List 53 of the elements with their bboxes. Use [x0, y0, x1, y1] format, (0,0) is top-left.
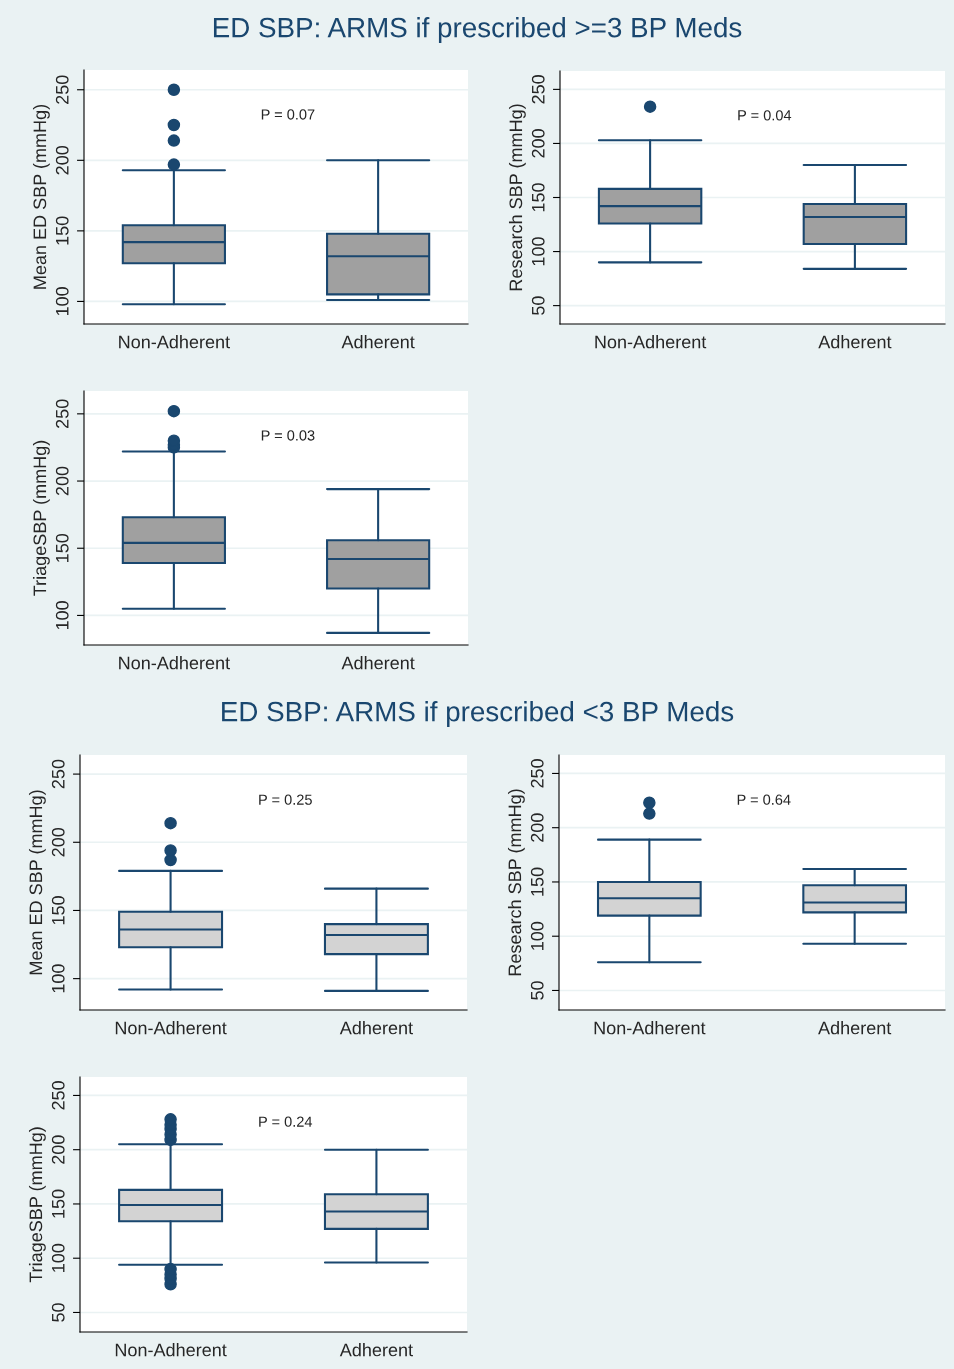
y-tick-label: 200 [530, 813, 544, 842]
y-tick-label: 250 [530, 759, 544, 788]
y-tick-label: 150 [51, 1189, 65, 1218]
x-tick-label: Non-Adherent [119, 656, 230, 670]
y-axis-title: TriageSBP (mmHg) [32, 440, 50, 596]
annotation: P = 0.64 [737, 794, 791, 805]
y-tick-label: 150 [55, 533, 69, 562]
y-tick-label: 200 [55, 145, 69, 175]
x-tick-label: Adherent [818, 1021, 892, 1035]
y-tick-label: 150 [530, 867, 544, 896]
x-tick-label: Non-Adherent [115, 1021, 227, 1035]
x-tick-label: Adherent [818, 335, 892, 349]
x-tick-label: Non-Adherent [595, 335, 707, 349]
y-tick-label: 100 [531, 237, 545, 266]
y-tick-label: 200 [531, 129, 545, 158]
y-tick-label: 100 [51, 1243, 65, 1272]
x-tick-label: Non-Adherent [115, 1343, 227, 1357]
y-tick-label: 250 [531, 75, 545, 104]
x-tick-label: Adherent [341, 335, 415, 349]
x-tick-label: Adherent [341, 656, 415, 670]
annotation: P = 0.03 [261, 430, 315, 441]
y-tick-label: 100 [55, 287, 69, 316]
y-axis-title: Research SBP (mmHg) [508, 104, 526, 291]
annotation: P = 0.25 [259, 794, 312, 805]
x-tick-label: Adherent [339, 1343, 413, 1357]
y-tick-label: 200 [51, 827, 65, 857]
y-tick-label: 250 [51, 759, 65, 789]
y-tick-label: 150 [51, 896, 65, 925]
y-tick-label: 150 [55, 216, 69, 245]
x-tick-label: Non-Adherent [594, 1021, 706, 1035]
annotation: P = 0.04 [738, 110, 792, 121]
y-tick-label: 250 [51, 1081, 65, 1110]
y-tick-label: 100 [51, 964, 65, 993]
y-tick-label: 200 [51, 1135, 65, 1164]
chart-title: ED SBP: ARMS if prescribed >=3 BP Meds [213, 17, 742, 43]
y-tick-label: 50 [51, 1303, 65, 1322]
y-tick-label: 150 [531, 183, 545, 212]
y-tick-label: 100 [530, 921, 544, 950]
x-tick-label: Non-Adherent [119, 335, 230, 349]
y-tick-label: 200 [55, 466, 69, 496]
chart-title: ED SBP: ARMS if prescribed <3 BP Meds [222, 701, 734, 727]
y-tick-label: 50 [531, 296, 545, 315]
y-tick-label: 50 [530, 981, 544, 1000]
annotation: P = 0.07 [261, 109, 315, 120]
y-tick-label: 250 [55, 75, 69, 104]
y-tick-label: 250 [55, 399, 69, 428]
y-axis-title: Mean ED SBP (mmHg) [28, 790, 46, 975]
x-tick-label: Adherent [339, 1021, 413, 1035]
y-tick-label: 100 [55, 601, 69, 630]
y-axis-title: TriageSBP (mmHg) [28, 1127, 46, 1283]
annotation: P = 0.24 [259, 1116, 313, 1127]
y-axis-title: Mean ED SBP (mmHg) [32, 104, 50, 289]
y-axis-title: Research SBP (mmHg) [507, 789, 525, 976]
